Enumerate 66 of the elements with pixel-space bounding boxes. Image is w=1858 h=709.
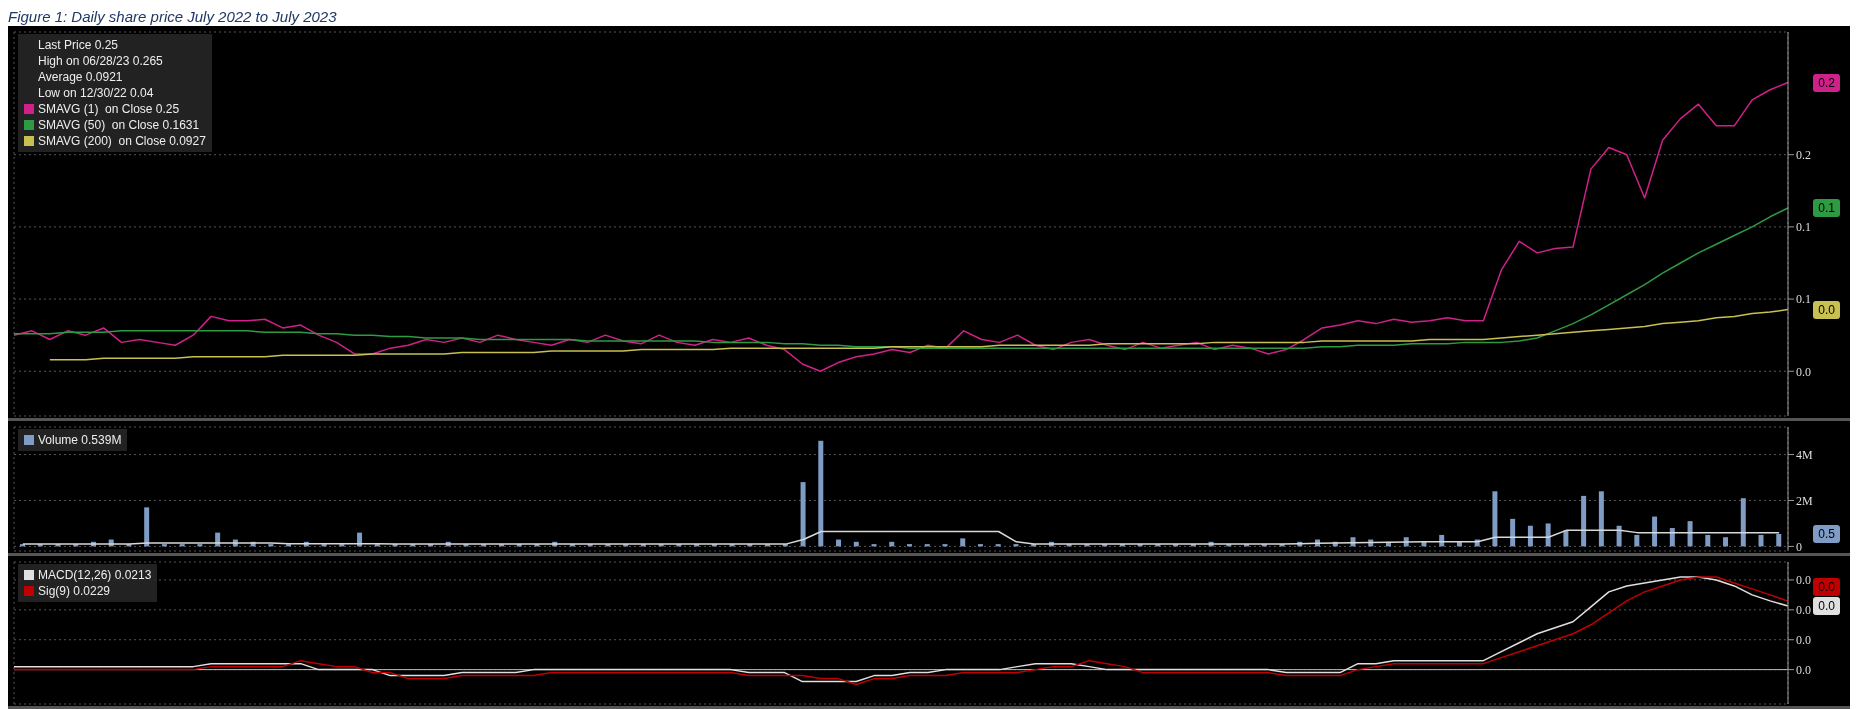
y-tick-label: 0.0 [1796, 573, 1811, 588]
legend-label: Sig(9) 0.0229 [37, 583, 112, 599]
bar [1616, 525, 1622, 547]
bar [818, 440, 824, 547]
y-tick-label: 0.1 [1796, 220, 1811, 235]
bar [161, 544, 167, 547]
bar [321, 544, 327, 547]
bar [1013, 544, 1019, 547]
y-tick-label: 0.0 [1796, 662, 1811, 677]
bar [1510, 518, 1516, 547]
bar [1740, 498, 1746, 547]
bar [144, 507, 150, 547]
y-tick-label: 2M [1796, 493, 1813, 508]
bar [179, 544, 185, 547]
chart-title: Figure 1: Daily share price July 2022 to July 2023 [8, 8, 338, 26]
legend-label: SMAVG (50) on Close 0.1631 [37, 117, 201, 133]
legend-label: SMAVG (1) on Close 0.25 [37, 101, 181, 117]
bar [1563, 530, 1569, 547]
bar [995, 544, 1001, 547]
bar [286, 544, 292, 547]
line-series [49, 308, 1789, 361]
bar [1545, 523, 1551, 547]
bar [1492, 491, 1498, 547]
bar [1705, 534, 1711, 547]
bar [1723, 537, 1729, 547]
bar [339, 544, 345, 547]
bar [1581, 495, 1587, 547]
bar [1687, 521, 1693, 547]
annotation: Low on 12/30/22 0.04 [37, 85, 155, 101]
bar [374, 544, 380, 547]
y-tick-label: 0.0 [1796, 603, 1811, 618]
y-tick-label: 0.0 [1796, 364, 1811, 379]
bar [871, 544, 877, 547]
legend-label: SMAVG (200) on Close 0.0927 [37, 133, 206, 149]
legend-label: MACD(12,26) 0.0213 [37, 567, 152, 583]
y-tick-label: 4M [1796, 447, 1813, 462]
bar [1776, 534, 1782, 547]
bar [960, 538, 966, 547]
text: 0.5 [1813, 525, 1840, 543]
bar [907, 544, 912, 547]
bar [1652, 516, 1658, 547]
y-tick-label: 0.1 [1796, 292, 1811, 307]
text: 0.2 [1813, 73, 1840, 92]
bar [197, 544, 203, 547]
text: 0.0 [1813, 596, 1840, 615]
bar [1669, 528, 1675, 547]
text: 0.0 [1813, 578, 1840, 597]
y-tick-label: 0 [1796, 539, 1802, 554]
line-series [22, 529, 1780, 545]
text: 0.1 [1813, 198, 1840, 217]
annotation: High on 06/28/23 0.265 [37, 53, 164, 69]
bar [268, 544, 274, 547]
bar [1598, 491, 1604, 547]
y-tick-label: 0.0 [1796, 632, 1811, 647]
bar [1634, 534, 1640, 547]
bar [977, 544, 983, 547]
legend-label: Volume 0.539M [37, 432, 122, 448]
bar [800, 482, 806, 547]
y-tick-label: 0.2 [1796, 147, 1811, 162]
annotation: Average 0.0921 [37, 69, 124, 85]
bar [924, 544, 930, 547]
bar [1758, 534, 1764, 547]
bar [942, 544, 948, 547]
line-series [13, 207, 1789, 349]
annotation: Last Price 0.25 [37, 37, 120, 53]
text: 0.0 [1813, 300, 1840, 319]
